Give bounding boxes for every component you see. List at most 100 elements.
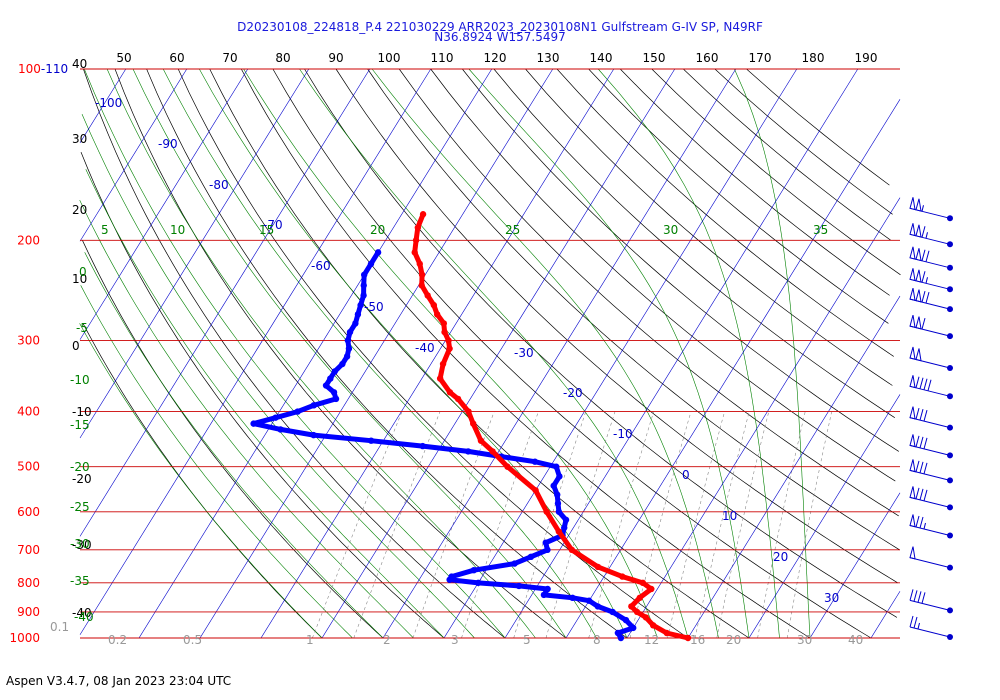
wind-barb-station bbox=[947, 532, 953, 539]
chart-subtitle: N36.8924 W157.5497 bbox=[434, 30, 566, 44]
dewpoint-point bbox=[344, 337, 352, 344]
wind-barbs bbox=[909, 197, 953, 640]
top-scale-label: 170 bbox=[749, 51, 772, 65]
wind-barb-flag bbox=[919, 436, 924, 449]
wind-barb-flag bbox=[923, 409, 928, 422]
left-scale-label: 0 bbox=[72, 339, 80, 353]
isotherm-label: -70 bbox=[263, 218, 283, 232]
mixing-ratio-label: 20 bbox=[726, 633, 741, 647]
dry-adiabat bbox=[209, 68, 750, 639]
moist-adiabat bbox=[468, 68, 750, 639]
dry-adiabat bbox=[114, 68, 567, 639]
dewpoint-point bbox=[474, 579, 482, 587]
mixing-ratio-line bbox=[667, 411, 725, 639]
wind-barb-half-flag bbox=[925, 277, 928, 284]
mixing-ratio-label: 0.2 bbox=[108, 633, 127, 647]
temperature-point bbox=[628, 603, 635, 610]
left-scale-label: -30 bbox=[72, 538, 92, 552]
isotherm bbox=[382, 68, 737, 639]
wind-barb-half-flag bbox=[925, 232, 928, 239]
adiabat-label: 30 bbox=[663, 223, 678, 237]
adiabat-label: 0 bbox=[79, 265, 87, 279]
left-scale-label: 40 bbox=[72, 57, 87, 71]
moist-adiabat bbox=[734, 68, 811, 639]
wind-barb-pennant bbox=[915, 289, 922, 303]
mixing-ratio-line bbox=[629, 411, 692, 639]
wind-barb-flag bbox=[925, 250, 930, 262]
wind-barb-station bbox=[947, 564, 953, 571]
wind-barb-shaft bbox=[909, 469, 951, 481]
left-scale-label: -20 bbox=[72, 472, 92, 486]
isotherms bbox=[79, 68, 901, 639]
temperature-point bbox=[418, 271, 426, 279]
isotherm bbox=[870, 591, 901, 639]
dry-adiabat bbox=[272, 68, 872, 639]
dewpoint-point bbox=[360, 292, 367, 299]
temperature-point bbox=[445, 337, 452, 344]
dry-adiabat bbox=[462, 68, 899, 452]
dewpoint-point bbox=[345, 345, 353, 352]
wind-barb bbox=[909, 589, 953, 614]
temperature-point bbox=[636, 594, 643, 602]
dewpoint-point bbox=[250, 420, 257, 427]
wind-barb bbox=[909, 546, 953, 571]
wind-barb bbox=[909, 287, 953, 313]
dewpoint-point bbox=[346, 328, 354, 336]
wind-barb-flag bbox=[909, 615, 914, 628]
dewpoint-point bbox=[357, 301, 364, 309]
wind-barb bbox=[909, 375, 953, 400]
dewpoint-point bbox=[594, 603, 601, 610]
dry-adiabat bbox=[588, 68, 889, 324]
dry-adiabat bbox=[651, 68, 901, 276]
wind-barb-flag bbox=[921, 592, 926, 604]
top-scale-label: 90 bbox=[328, 51, 343, 65]
wind-barb-pennant bbox=[909, 314, 916, 329]
dewpoint-point bbox=[277, 426, 284, 433]
dry-adiabat bbox=[746, 68, 890, 186]
wind-barb bbox=[909, 246, 953, 271]
dry-adiabat bbox=[430, 68, 896, 482]
moist-adiabat bbox=[80, 285, 353, 639]
wind-barb-flag bbox=[921, 271, 926, 283]
top-scale-label: 80 bbox=[275, 51, 290, 65]
temperature-point bbox=[436, 375, 444, 382]
wind-barb-flag bbox=[915, 376, 920, 388]
dry-adiabat bbox=[556, 68, 894, 357]
dewpoint-point bbox=[352, 320, 359, 327]
wind-barb-station bbox=[947, 424, 953, 431]
wind-barb-station bbox=[947, 264, 953, 271]
footer-version: Aspen V3.4.7, 08 Jan 2023 23:04 UTC bbox=[6, 674, 232, 688]
top-scale-label: 190 bbox=[855, 51, 878, 65]
temperature-point bbox=[568, 546, 576, 554]
wind-barb-pennant bbox=[909, 459, 916, 473]
profiles bbox=[250, 211, 692, 642]
dewpoint-point bbox=[511, 560, 518, 567]
dewpoint-point bbox=[622, 616, 630, 624]
top-scale-label: 160 bbox=[696, 51, 719, 65]
dewpoint-point bbox=[614, 629, 622, 637]
wind-barb-pennant bbox=[909, 246, 916, 260]
dewpoint-point bbox=[339, 360, 346, 368]
wind-barb-shaft bbox=[909, 496, 951, 508]
temperature-point bbox=[639, 579, 647, 587]
wind-barb-station bbox=[947, 393, 953, 400]
wind-barb-flag bbox=[923, 378, 928, 390]
dewpoint-point bbox=[555, 508, 563, 515]
dewpoint-point bbox=[448, 573, 455, 580]
wind-barb bbox=[909, 406, 953, 431]
wind-barb bbox=[909, 486, 953, 511]
adiabat-label: -20 bbox=[70, 460, 90, 474]
temperature-point bbox=[489, 448, 496, 455]
wind-barb-flag bbox=[915, 435, 920, 448]
wind-barb-flag bbox=[913, 616, 918, 629]
dewpoint-point bbox=[554, 491, 561, 498]
wind-barb-pennant bbox=[915, 198, 922, 212]
wind-barb-shaft bbox=[909, 599, 951, 611]
temperature-point bbox=[470, 420, 477, 427]
dry-adiabat bbox=[80, 151, 445, 639]
dry-adiabat bbox=[367, 68, 900, 551]
wind-barb-flag bbox=[915, 460, 920, 473]
moist-adiabat bbox=[106, 68, 536, 639]
adiabat-label: 35 bbox=[813, 223, 828, 237]
dewpoint-point bbox=[569, 594, 576, 602]
